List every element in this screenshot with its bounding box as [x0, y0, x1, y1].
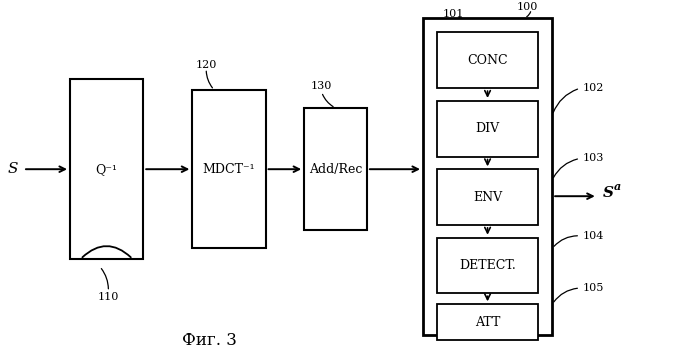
- Bar: [437, 101, 538, 157]
- Bar: [423, 18, 552, 335]
- Text: S: S: [603, 186, 614, 199]
- Text: Q⁻¹: Q⁻¹: [96, 163, 117, 176]
- FancyArrowPatch shape: [82, 246, 131, 257]
- Bar: [437, 32, 538, 88]
- FancyArrowPatch shape: [527, 12, 531, 17]
- Bar: [437, 238, 538, 293]
- FancyArrowPatch shape: [553, 89, 577, 113]
- Bar: [304, 108, 367, 230]
- Text: Add/Rec: Add/Rec: [309, 163, 362, 176]
- FancyArrowPatch shape: [322, 94, 333, 107]
- Bar: [437, 169, 538, 225]
- Bar: [192, 90, 266, 248]
- Text: 120: 120: [196, 60, 217, 70]
- Text: DETECT.: DETECT.: [459, 259, 516, 272]
- Text: ATT: ATT: [475, 316, 500, 329]
- Text: S: S: [7, 162, 18, 176]
- Bar: [70, 79, 143, 259]
- FancyArrowPatch shape: [554, 288, 577, 302]
- FancyArrowPatch shape: [554, 236, 577, 246]
- Text: 130: 130: [311, 81, 332, 91]
- Text: a: a: [614, 181, 621, 192]
- Text: DIV: DIV: [475, 122, 500, 135]
- Text: 104: 104: [582, 231, 604, 241]
- Text: MDCT⁻¹: MDCT⁻¹: [203, 163, 255, 176]
- Text: Фиг. 3: Фиг. 3: [182, 332, 237, 349]
- Text: 103: 103: [582, 153, 604, 163]
- Text: 105: 105: [582, 283, 604, 293]
- FancyArrowPatch shape: [554, 159, 577, 177]
- Text: 100: 100: [517, 2, 538, 12]
- Bar: [437, 304, 538, 340]
- Text: ENV: ENV: [473, 190, 502, 204]
- FancyArrowPatch shape: [101, 269, 108, 289]
- Text: 102: 102: [582, 83, 604, 93]
- Text: 101: 101: [442, 9, 463, 19]
- Text: 110: 110: [98, 292, 119, 302]
- Text: CONC: CONC: [467, 54, 508, 67]
- FancyArrowPatch shape: [206, 71, 212, 88]
